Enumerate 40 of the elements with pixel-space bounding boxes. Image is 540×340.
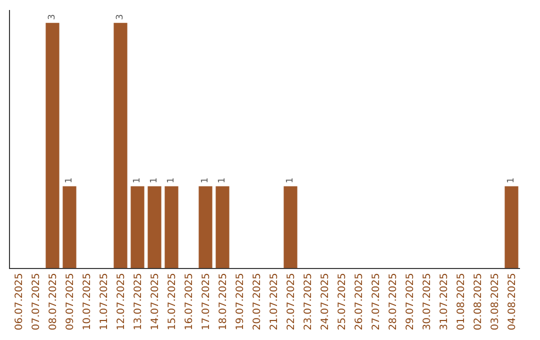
x-tick-label: 30.07.2025 [422,273,433,330]
x-tick-label: 19.07.2025 [234,273,246,330]
x-tick-label: 28.07.2025 [388,273,399,330]
x-tick-label: 29.07.2025 [404,273,416,330]
x-tick-label: 16.07.2025 [184,273,195,330]
x-tick-label: 25.07.2025 [336,273,348,330]
x-tick-label: 06.07.2025 [14,273,25,330]
x-tick-label: 14.07.2025 [150,273,161,330]
x-tick-label: 04.08.2025 [506,273,518,330]
x-tick-label: 27.07.2025 [370,273,382,330]
data-label: 1 [166,178,176,184]
x-tick-label: 24.07.2025 [320,273,331,330]
x-tick-label: 15.07.2025 [166,273,178,330]
x-tick-label: 22.07.2025 [286,273,297,330]
x-tick-label: 18.07.2025 [218,273,229,330]
x-tick-label: 31.07.2025 [438,273,450,330]
x-tick-label: 01.08.2025 [456,273,467,330]
x-tick-label: 12.07.2025 [116,273,127,330]
data-label: 1 [64,178,74,184]
data-label: 1 [218,178,228,184]
x-tick-label: 17.07.2025 [200,273,212,330]
x-tick-label: 26.07.2025 [354,273,365,330]
x-tick-label: 08.07.2025 [48,273,59,330]
data-label: 1 [200,178,210,184]
x-tick-label: 23.07.2025 [302,273,314,330]
data-label: 1 [286,178,296,184]
x-tick-label: 13.07.2025 [132,273,144,330]
x-tick-label: 03.08.2025 [490,273,501,330]
x-tick-label: 02.08.2025 [472,273,484,330]
x-tick-label: 10.07.2025 [82,273,93,330]
data-label: 1 [150,178,160,184]
x-tick-label: 11.07.2025 [98,273,110,330]
x-tick-label: 07.07.2025 [30,273,42,330]
data-label: 1 [506,178,516,184]
x-tick-label: 21.07.2025 [268,273,280,330]
data-label: 3 [116,14,126,20]
data-label: 1 [132,178,142,184]
data-label: 3 [48,14,58,20]
x-tick-label: 20.07.2025 [252,273,263,330]
x-tick-label: 09.07.2025 [64,273,76,330]
